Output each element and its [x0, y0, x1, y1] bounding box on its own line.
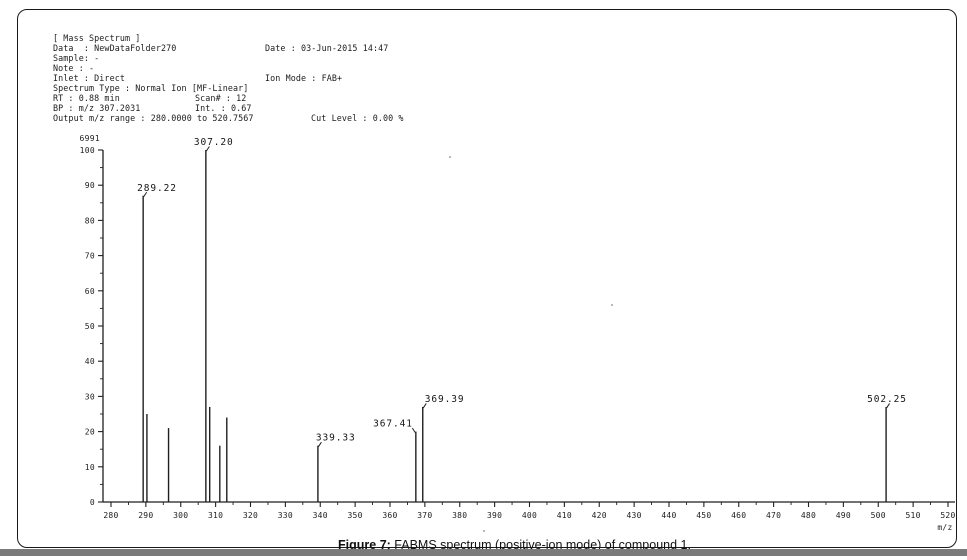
x-axis-unit-label: m/z: [937, 523, 952, 532]
y-tick-label: 10: [85, 463, 95, 472]
x-tick-label: 310: [208, 511, 223, 520]
mass-spectrum-plot: 0 10 20 30 40 50 60 70 80 90 100 6991 280 290 300 310 32…: [80, 134, 955, 532]
peak-label-leader: [422, 403, 427, 409]
page-divider-bar: [0, 549, 967, 556]
header-field: Spectrum Type : Normal Ion [MF-Linear]: [53, 83, 249, 93]
y-tick-label: 30: [85, 392, 95, 401]
header-field: Sample: -: [53, 53, 100, 63]
peak-label: 502.25: [867, 394, 907, 405]
x-tick-label: 500: [871, 511, 886, 520]
x-tick-label: 390: [487, 511, 502, 520]
x-tick-label: 410: [557, 511, 572, 520]
header-field: Inlet : Direct: [53, 73, 125, 83]
peak-label: 289.22: [137, 183, 177, 194]
header-field: Cut Level : 0.00 %: [311, 113, 404, 123]
header-field: Output m/z range : 280.0000 to 520.7567: [53, 113, 254, 123]
x-tick-label: 470: [766, 511, 781, 520]
peak-label: 307.20: [194, 137, 234, 148]
x-tick-label: 520: [940, 511, 955, 520]
peak-label-leader: [143, 191, 148, 198]
x-tick-label: 430: [626, 511, 641, 520]
x-tick-label: 420: [592, 511, 607, 520]
x-tick-label: 340: [313, 511, 328, 520]
figure-caption-number: Figure 7:: [338, 538, 391, 552]
y-tick-label: 80: [85, 216, 95, 225]
peak-label: 339.33: [316, 433, 356, 444]
x-tick-label: 400: [522, 511, 537, 520]
peak-label-leader: [205, 146, 210, 152]
x-tick-label: 320: [243, 511, 258, 520]
x-tick-label: 300: [173, 511, 188, 520]
printout-frame: [ Mass Spectrum ] Data : NewDataFolder270…: [17, 9, 957, 552]
x-tick-label: 450: [696, 511, 711, 520]
x-tick-label: 290: [138, 511, 153, 520]
header-field: RT : 0.88 min: [53, 93, 120, 103]
y-tick-label: 60: [85, 287, 95, 296]
x-tick-label: 370: [417, 511, 432, 520]
y-tick-label: 20: [85, 428, 95, 437]
x-tick-label: 330: [278, 511, 293, 520]
peak-label: 367.41: [373, 419, 413, 430]
y-tick-label: 90: [85, 181, 95, 190]
y-tick-label: 0: [90, 498, 95, 507]
header-field: Note : -: [53, 63, 95, 73]
x-tick-label: 380: [452, 511, 467, 520]
peak-label-leader: [886, 403, 891, 409]
y-tick-label: 50: [85, 322, 95, 331]
x-tick-label: 480: [801, 511, 816, 520]
scan-speck: [611, 304, 613, 306]
header-field: [ Mass Spectrum ]: [53, 33, 141, 43]
figure-caption-text: FABMS spectrum (positive-ion mode) of co…: [390, 538, 691, 552]
x-tick-label: 350: [347, 511, 362, 520]
x-tick-label: 360: [382, 511, 397, 520]
figure-caption: Figure 7: FABMS spectrum (positive-ion m…: [73, 538, 956, 552]
y-tick-label: 70: [85, 252, 95, 261]
x-tick-label: 440: [661, 511, 676, 520]
peak-label-leader: [411, 427, 416, 433]
scan-speck: [483, 530, 485, 532]
x-tick-label: 490: [836, 511, 851, 520]
base-peak-intensity-label: 6991: [80, 134, 100, 143]
header-field: Data : NewDataFolder270: [53, 43, 177, 53]
header-field: Scan# : 12: [195, 93, 247, 103]
header-field: Int. : 0.67: [195, 103, 252, 113]
peak-label-leader: [317, 441, 322, 447]
x-tick-label: 280: [103, 511, 118, 520]
y-tick-label: 100: [80, 146, 95, 155]
peak-label: 369.39: [425, 394, 465, 405]
header-field: Ion Mode : FAB+: [265, 73, 343, 83]
x-tick-label: 510: [905, 511, 920, 520]
header-field: Date : 03-Jun-2015 14:47: [265, 43, 389, 53]
x-tick-label: 460: [731, 511, 746, 520]
y-tick-label: 40: [85, 357, 95, 366]
spectrum-header: [ Mass Spectrum ] Data : NewDataFolder270…: [18, 10, 967, 130]
header-field: BP : m/z 307.2031: [53, 103, 141, 113]
scan-speck: [449, 156, 451, 158]
